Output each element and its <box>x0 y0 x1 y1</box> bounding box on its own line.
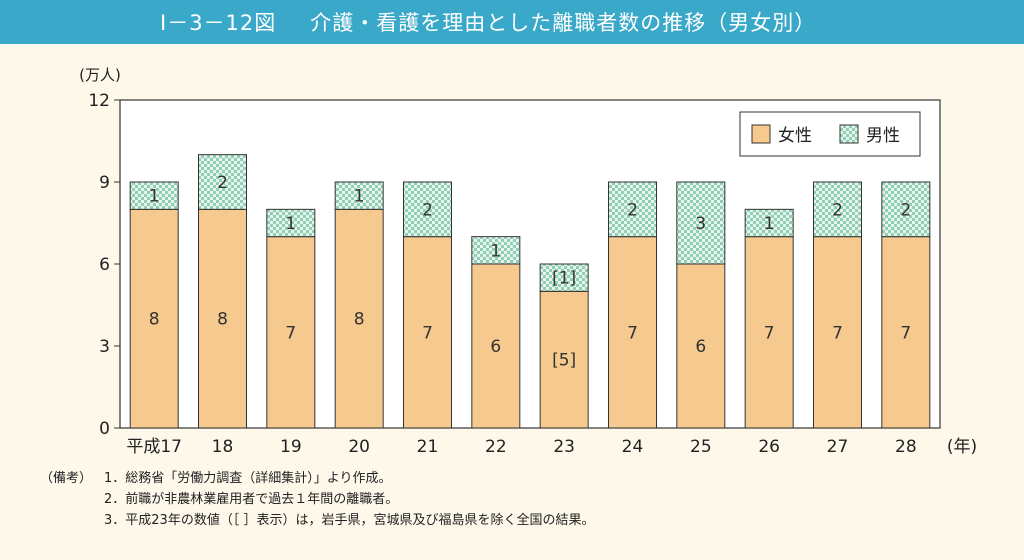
data-label: 1 <box>764 214 775 234</box>
x-tick-label: 27 <box>827 437 849 457</box>
data-label: 7 <box>627 323 638 343</box>
data-label: 8 <box>149 310 160 330</box>
legend: 女性 男性 <box>739 111 921 157</box>
data-label: [1] <box>552 269 576 289</box>
data-label: 1 <box>490 241 501 261</box>
data-label: 2 <box>832 200 843 220</box>
figure-title: 介護・看護を理由とした離職者数の推移（男女別） <box>310 11 817 35</box>
x-tick-label: 25 <box>690 437 712 457</box>
data-label: 8 <box>217 310 228 330</box>
legend-swatch-female <box>751 124 771 144</box>
x-tick-label: 平成17 <box>126 437 182 457</box>
x-tick-label: 20 <box>348 437 370 457</box>
data-label: 1 <box>149 187 160 207</box>
bars-group: 8 1 8 2 7 1 8 1 7 2 6 1 [5] [1] 7 2 6 3 7 1 7 2 7 2 <box>129 154 931 429</box>
legend-swatch-male <box>839 124 859 144</box>
x-tick-label: 22 <box>485 437 507 457</box>
x-tick-label: 23 <box>553 437 575 457</box>
data-label: 2 <box>422 200 433 220</box>
data-label: 6 <box>695 337 706 357</box>
data-label: 8 <box>354 310 365 330</box>
bar-male <box>608 181 657 238</box>
bar-male <box>198 154 247 210</box>
data-label: 7 <box>422 323 433 343</box>
note-item-3: 3．平成23年の数値（［ ］表示）は，岩手県，宮城県及び福島県を除く全国の結果。 <box>104 513 595 528</box>
figure-number: Ⅰ－3－12図 <box>160 11 277 35</box>
bar-male <box>744 208 794 238</box>
y-tick-label: 3 <box>99 337 110 357</box>
bar-male <box>539 263 589 292</box>
legend-label-female: 女性 <box>778 126 812 146</box>
x-axis-unit: (年) <box>947 437 977 457</box>
note-row: （備考） 1．総務省「労働力調査（詳細集計）」より作成。 <box>40 468 594 489</box>
note-item-2: 2．前職が非農林業雇用者で過去１年間の離職者。 <box>104 492 399 507</box>
x-tick-label: 19 <box>280 437 302 457</box>
data-label: 2 <box>900 200 911 220</box>
bar-male <box>334 181 384 210</box>
y-tick-label: 9 <box>99 173 110 193</box>
x-tick-label: 26 <box>758 437 780 457</box>
data-label: 7 <box>285 323 296 343</box>
note-row: 2．前職が非農林業雇用者で過去１年間の離職者。 <box>40 489 594 510</box>
data-label: 1 <box>354 187 365 207</box>
bar-male <box>129 181 179 210</box>
bar-female <box>471 263 521 429</box>
y-tick-label: 0 <box>99 419 110 439</box>
data-label: 7 <box>832 323 843 343</box>
x-tick-label: 21 <box>417 437 439 457</box>
bar-female <box>676 263 726 429</box>
title-bar: Ⅰ－3－12図 介護・看護を理由とした離職者数の推移（男女別） <box>0 0 1024 44</box>
data-label: 6 <box>490 337 501 357</box>
y-tick-label: 12 <box>88 91 110 111</box>
bar-male <box>881 181 931 238</box>
note-item-1: 1．総務省「労働力調査（詳細集計）」より作成。 <box>104 471 392 486</box>
y-tick-label: 6 <box>99 255 110 275</box>
x-tick-label: 28 <box>895 437 917 457</box>
data-label: [5] <box>552 351 576 371</box>
notes: （備考） 1．総務省「労働力調査（詳細集計）」より作成。 2．前職が非農林業雇用… <box>40 468 594 531</box>
bar-male <box>676 181 726 265</box>
legend-label-male: 男性 <box>866 126 900 146</box>
notes-label: （備考） <box>40 471 93 486</box>
bar-male <box>471 236 521 265</box>
data-label: 2 <box>217 173 228 193</box>
bar-male <box>266 208 316 238</box>
data-label: 1 <box>285 214 296 234</box>
data-label: 3 <box>695 214 706 234</box>
x-tick-label: 18 <box>212 437 234 457</box>
bar-female <box>129 208 179 429</box>
note-row: 3．平成23年の数値（［ ］表示）は，岩手県，宮城県及び福島県を除く全国の結果。 <box>40 510 594 531</box>
bar-female <box>813 236 862 429</box>
data-label: 7 <box>764 323 775 343</box>
x-tick-label: 24 <box>622 437 644 457</box>
data-label: 7 <box>900 323 911 343</box>
bar-female <box>403 236 452 429</box>
bar-female <box>334 208 384 429</box>
data-label: 2 <box>627 200 638 220</box>
bar-female <box>266 236 316 429</box>
bar-male <box>403 181 452 238</box>
bar-female <box>608 236 657 429</box>
bar-male <box>813 181 862 238</box>
y-axis-unit: (万人) <box>79 66 121 84</box>
